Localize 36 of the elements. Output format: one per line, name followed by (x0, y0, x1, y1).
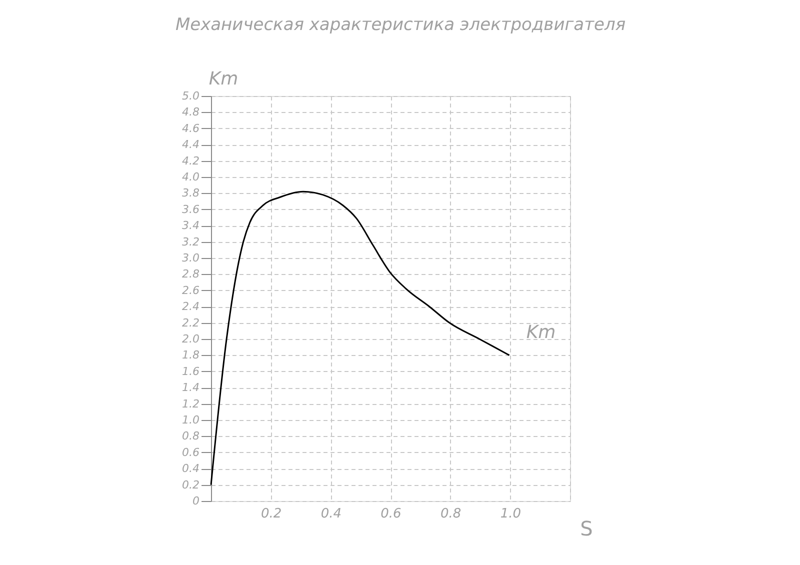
y-tick-label: 4.8 (182, 106, 200, 119)
x-tick-label: 1.0 (500, 506, 522, 522)
x-tick-label: 0.2 (260, 506, 282, 522)
y-tick-label: 4.0 (182, 170, 200, 184)
y-tick-label: 2.8 (182, 268, 200, 281)
y-tick-label: 0.8 (182, 430, 200, 443)
y-tick-label: 4.6 (182, 122, 200, 135)
x-tick-label: 0.8 (440, 506, 462, 522)
y-axis-title: Km (208, 68, 238, 90)
y-tick-label: 0.2 (182, 478, 200, 492)
y-tick-label: 0.4 (182, 462, 200, 476)
y-tick-label: 0 (192, 494, 200, 508)
y-tick-label: 2.0 (182, 332, 200, 346)
y-tick-label: 4.4 (182, 138, 200, 152)
annotation: Km (526, 322, 556, 343)
y-tick-label: 2.2 (182, 316, 200, 330)
y-tick-label: 3.0 (182, 252, 200, 264)
line-series (210, 190, 510, 486)
y-tick-label: 2.4 (182, 300, 200, 314)
y-tick-label: 3.4 (182, 219, 200, 232)
y-tick-label: 3.2 (182, 235, 200, 248)
y-tick-label: 2.6 (182, 284, 200, 297)
y-tick-label: 0.6 (182, 446, 200, 459)
y-tick-label: 1.6 (182, 364, 200, 378)
x-tick-label: 0.6 (380, 506, 402, 522)
y-tick-label: 1.8 (182, 348, 200, 362)
y-tick-label: 1.2 (182, 397, 200, 410)
y-tick-label: 3.8 (182, 186, 200, 200)
x-axis-title: S (580, 516, 593, 540)
y-tick-label: 5.0 (182, 90, 200, 102)
y-tick-label: 3.6 (182, 202, 200, 216)
x-tick-label: 0.4 (320, 506, 342, 522)
chart-title: Механическая характеристика электродвигателя (175, 15, 626, 35)
y-tick-label: 4.2 (182, 154, 200, 168)
y-tick-label: 1.0 (182, 414, 200, 426)
y-tick-label: 1.4 (182, 381, 200, 394)
